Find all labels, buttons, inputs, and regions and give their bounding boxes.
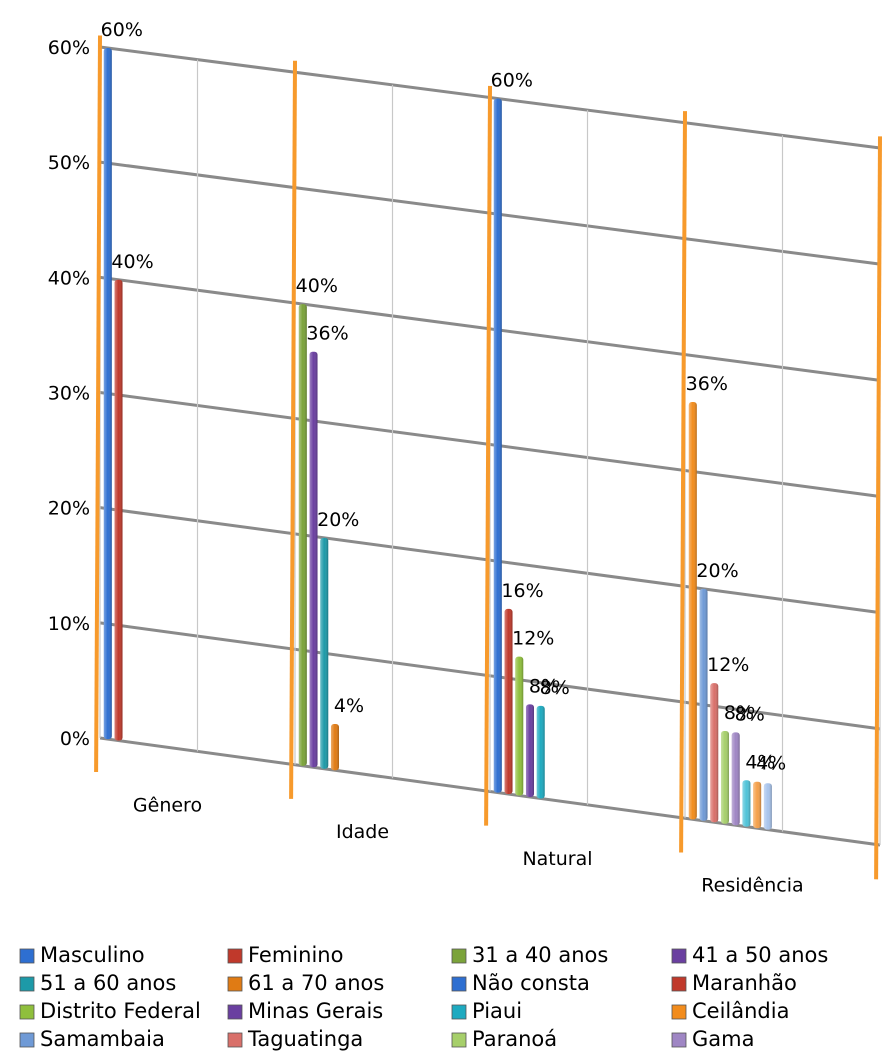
category-label: Natural bbox=[522, 848, 592, 870]
category-separator bbox=[289, 60, 297, 799]
legend-label: Minas Gerais bbox=[248, 999, 383, 1023]
legend-swatch bbox=[671, 1004, 687, 1020]
legend-label: Paranoá bbox=[472, 1027, 557, 1051]
legend-swatch bbox=[227, 1032, 243, 1048]
bar-shading bbox=[742, 780, 751, 827]
y-tick-label: 0% bbox=[60, 728, 90, 750]
category-separator bbox=[874, 136, 882, 880]
data-label: 16% bbox=[501, 580, 543, 602]
data-label: 40% bbox=[111, 251, 153, 273]
legend-swatch bbox=[227, 1004, 243, 1020]
category-separators bbox=[94, 35, 882, 880]
legend-label: Gama bbox=[692, 1027, 754, 1051]
legend-swatch bbox=[19, 948, 35, 964]
data-label: 20% bbox=[317, 509, 359, 531]
y-tick-label: 60% bbox=[48, 37, 90, 59]
legend-swatch bbox=[671, 1032, 687, 1048]
legend-swatch bbox=[227, 976, 243, 992]
data-label: 12% bbox=[512, 628, 554, 650]
data-label: 60% bbox=[101, 19, 143, 41]
y-tick-label: 50% bbox=[48, 152, 90, 174]
bar-shading bbox=[493, 98, 502, 793]
data-label: 40% bbox=[296, 275, 338, 297]
legend-swatch bbox=[451, 976, 467, 992]
data-label: 12% bbox=[707, 654, 749, 676]
legend-label: Ceilândia bbox=[692, 999, 789, 1023]
bar-shading bbox=[504, 608, 513, 795]
category-separator bbox=[484, 85, 492, 826]
bar-shading bbox=[763, 783, 772, 830]
bar-shading bbox=[330, 724, 339, 771]
bar-shading bbox=[298, 304, 307, 766]
data-label: 8% bbox=[529, 675, 559, 697]
bars bbox=[103, 48, 772, 830]
data-label: 20% bbox=[696, 560, 738, 582]
legend-label: Taguatinga bbox=[247, 1027, 363, 1051]
y-tick-label: 30% bbox=[48, 383, 90, 405]
bar-shading bbox=[114, 279, 123, 741]
legend-label: 61 a 70 anos bbox=[248, 971, 384, 995]
data-label: 36% bbox=[686, 373, 728, 395]
legend-swatch bbox=[451, 948, 467, 964]
category-separator bbox=[679, 111, 687, 853]
legend-swatch bbox=[19, 1032, 35, 1048]
y-tick-label: 20% bbox=[48, 498, 90, 520]
bar-shading bbox=[688, 401, 697, 820]
bar-shading bbox=[103, 48, 112, 740]
category-labels: Gênero Idade Natural Residência bbox=[133, 794, 804, 896]
bar-shading bbox=[731, 732, 740, 826]
legend-swatch bbox=[451, 1032, 467, 1048]
legend-label: Masculino bbox=[40, 943, 145, 967]
legend-swatch bbox=[227, 948, 243, 964]
data-labels: 60%40%40%36%20%4%60%16%12%8%8%36%20%12%8… bbox=[101, 19, 787, 775]
category-separator bbox=[94, 35, 102, 773]
legend-label: Feminino bbox=[248, 943, 343, 967]
legend-label: Maranhão bbox=[692, 971, 797, 995]
legend-swatch bbox=[19, 1004, 35, 1020]
data-label: 36% bbox=[306, 323, 348, 345]
legend-label: Samambaia bbox=[40, 1027, 165, 1051]
bar-shading bbox=[320, 537, 329, 769]
bar-shading bbox=[536, 705, 545, 799]
y-tick-label: 10% bbox=[48, 613, 90, 635]
legend-label: 31 a 40 anos bbox=[472, 943, 608, 967]
category-label: Residência bbox=[701, 875, 803, 897]
data-label: 8% bbox=[540, 677, 570, 699]
legend-label: Distrito Federal bbox=[40, 999, 201, 1023]
data-label: 4% bbox=[756, 753, 786, 775]
data-label: 8% bbox=[735, 703, 765, 725]
data-label: 4% bbox=[745, 751, 775, 773]
bar-shading bbox=[515, 656, 524, 796]
category-label: Gênero bbox=[133, 794, 202, 816]
bar-shading bbox=[710, 683, 719, 823]
bar-shading bbox=[720, 730, 729, 824]
legend-label: Piaui bbox=[472, 999, 522, 1023]
category-label: Idade bbox=[336, 821, 389, 843]
legend-label: 51 a 60 anos bbox=[40, 971, 176, 995]
legend-swatch bbox=[19, 976, 35, 992]
legend-swatch bbox=[671, 976, 687, 992]
data-label: 60% bbox=[491, 70, 533, 92]
legend-swatch bbox=[671, 948, 687, 964]
legend: Masculino Feminino 31 a 40 anos 41 a 50 ano… bbox=[19, 943, 828, 1051]
bar-shading bbox=[753, 781, 762, 829]
legend-swatch bbox=[451, 1004, 467, 1020]
bar-shading bbox=[309, 351, 318, 768]
bar-shading bbox=[699, 588, 708, 821]
bar-shading bbox=[525, 704, 534, 797]
legend-label: Não consta bbox=[472, 971, 590, 995]
data-label: 8% bbox=[724, 702, 754, 724]
y-tick-label: 40% bbox=[48, 267, 90, 289]
data-label: 4% bbox=[334, 695, 364, 717]
y-tick-labels: 0% 10% 20% 30% 40% 50% 60% bbox=[48, 37, 90, 750]
legend-label: 41 a 50 anos bbox=[692, 943, 828, 967]
